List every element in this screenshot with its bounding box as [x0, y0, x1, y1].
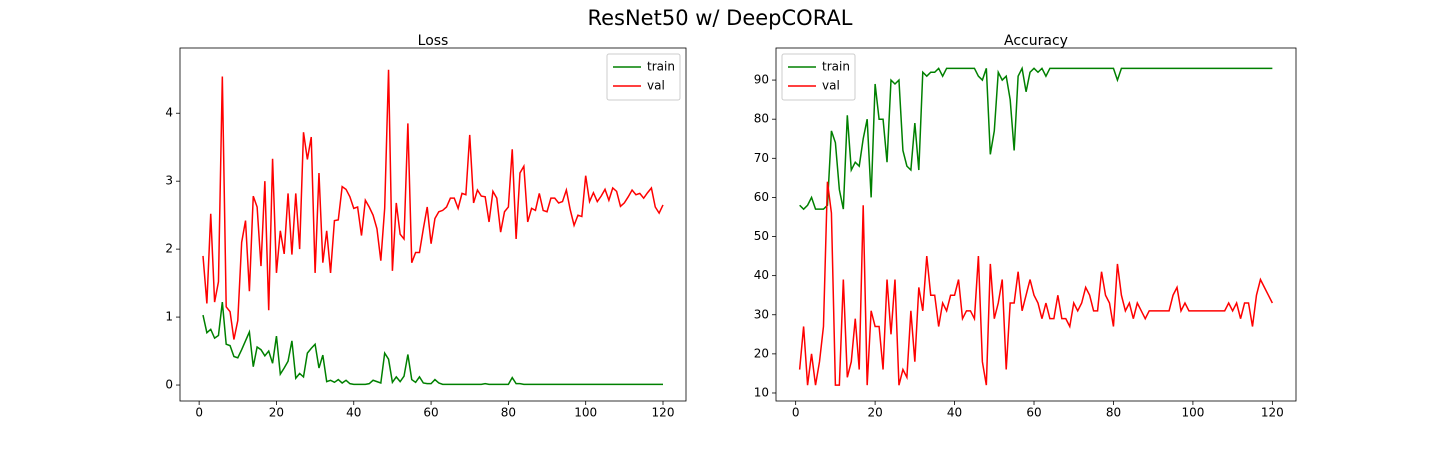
x-tick-label: 20 — [867, 406, 882, 420]
line-series — [799, 65, 1273, 211]
y-tick-label: 40 — [754, 268, 769, 282]
x-tick-label: 60 — [1026, 406, 1041, 420]
x-tick-label: 40 — [947, 406, 962, 420]
y-tick-label: 70 — [754, 151, 769, 165]
legend-label: val — [822, 79, 840, 93]
axes-frame — [179, 47, 687, 402]
x-tick-label: 80 — [1106, 406, 1121, 420]
y-tick-label: 30 — [754, 307, 769, 321]
legend-label: train — [822, 60, 850, 74]
x-tick-label: 100 — [574, 406, 597, 420]
line-series — [202, 69, 664, 340]
x-tick-label: 100 — [1181, 406, 1204, 420]
x-tick-label: 120 — [1261, 406, 1284, 420]
legend-label: train — [647, 60, 675, 74]
x-tick-label: 120 — [652, 406, 675, 420]
x-tick-label: 0 — [792, 406, 800, 420]
x-tick-label: 0 — [195, 406, 203, 420]
y-tick-label: 20 — [754, 346, 769, 360]
y-tick-label: 90 — [754, 73, 769, 87]
y-tick-label: 60 — [754, 190, 769, 204]
y-tick-label: 1 — [165, 310, 173, 324]
x-tick-label: 40 — [346, 406, 361, 420]
axes-frame — [775, 47, 1297, 402]
figure-title: ResNet50 w/ DeepCORAL — [587, 6, 852, 30]
line-series — [202, 302, 663, 386]
y-tick-label: 10 — [754, 385, 769, 399]
x-tick-label: 80 — [501, 406, 516, 420]
y-tick-label: 2 — [165, 242, 173, 256]
axes-title: Accuracy — [1004, 33, 1068, 49]
line-series — [798, 181, 1274, 386]
y-tick-label: 50 — [754, 229, 769, 243]
y-tick-label: 3 — [165, 174, 173, 188]
y-tick-label: 0 — [165, 378, 173, 392]
legend-box — [781, 53, 856, 101]
y-tick-label: 4 — [165, 106, 173, 120]
legend-label: val — [647, 79, 665, 93]
x-tick-label: 60 — [423, 406, 438, 420]
axes-title: Loss — [418, 33, 449, 49]
x-tick-label: 20 — [269, 406, 284, 420]
legend-box — [606, 53, 681, 101]
y-tick-label: 80 — [754, 112, 769, 126]
